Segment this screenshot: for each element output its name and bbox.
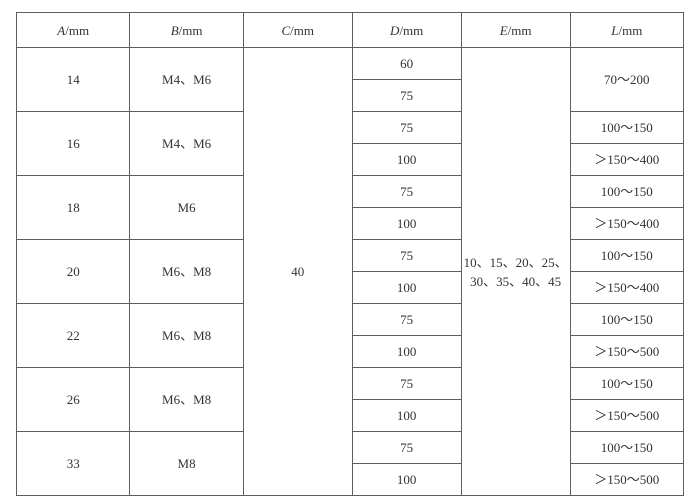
col-header-D: D/mm [352, 13, 461, 48]
cell-B: M6、M8 [130, 240, 243, 304]
cell-L: ＞150～400 [570, 144, 683, 176]
cell-A: 22 [17, 304, 130, 368]
cell-D: 75 [352, 112, 461, 144]
cell-D: 75 [352, 432, 461, 464]
cell-B: M8 [130, 432, 243, 496]
col-header-E: E/mm [461, 13, 570, 48]
cell-D: 100 [352, 400, 461, 432]
col-header-B: B/mm [130, 13, 243, 48]
cell-D: 75 [352, 80, 461, 112]
cell-A: 16 [17, 112, 130, 176]
cell-E: 10、15、20、25、 30、35、40、45 [461, 48, 570, 496]
cell-L: 100～150 [570, 240, 683, 272]
header-row: A/mm B/mm C/mm D/mm E/mm L/mm [17, 13, 684, 48]
col-header-A: A/mm [17, 13, 130, 48]
cell-B: M4、M6 [130, 112, 243, 176]
cell-B: M4、M6 [130, 48, 243, 112]
cell-D: 100 [352, 272, 461, 304]
cell-A: 18 [17, 176, 130, 240]
cell-L: 100～150 [570, 432, 683, 464]
cell-L: ＞150～500 [570, 400, 683, 432]
cell-A: 26 [17, 368, 130, 432]
cell-E-line1: 10、15、20、25、 [462, 256, 570, 269]
cell-D: 100 [352, 464, 461, 496]
col-header-C: C/mm [243, 13, 352, 48]
cell-D: 100 [352, 208, 461, 240]
spec-table: A/mm B/mm C/mm D/mm E/mm L/mm 14 M4、M6 4… [16, 12, 684, 496]
col-header-L: L/mm [570, 13, 683, 48]
cell-D: 75 [352, 368, 461, 400]
cell-D: 75 [352, 176, 461, 208]
cell-L: 100～150 [570, 176, 683, 208]
cell-L: ＞150～500 [570, 464, 683, 496]
table-row: 14 M4、M6 40 60 10、15、20、25、 30、35、40、45 … [17, 48, 684, 80]
cell-E-line2: 30、35、40、45 [462, 275, 570, 288]
cell-A: 20 [17, 240, 130, 304]
page: A/mm B/mm C/mm D/mm E/mm L/mm 14 M4、M6 4… [0, 0, 700, 500]
cell-L: 100～150 [570, 304, 683, 336]
cell-B: M6、M8 [130, 368, 243, 432]
table-body: 14 M4、M6 40 60 10、15、20、25、 30、35、40、45 … [17, 48, 684, 496]
cell-B: M6 [130, 176, 243, 240]
cell-D: 60 [352, 48, 461, 80]
cell-D: 100 [352, 144, 461, 176]
cell-L: ＞150～500 [570, 336, 683, 368]
cell-L: 70～200 [570, 48, 683, 112]
cell-D: 100 [352, 336, 461, 368]
cell-L: 100～150 [570, 112, 683, 144]
cell-D: 75 [352, 304, 461, 336]
cell-L: ＞150～400 [570, 272, 683, 304]
cell-L: ＞150～400 [570, 208, 683, 240]
cell-B: M6、M8 [130, 304, 243, 368]
cell-A: 33 [17, 432, 130, 496]
cell-L: 100～150 [570, 368, 683, 400]
cell-A: 14 [17, 48, 130, 112]
cell-D: 75 [352, 240, 461, 272]
cell-C: 40 [243, 48, 352, 496]
